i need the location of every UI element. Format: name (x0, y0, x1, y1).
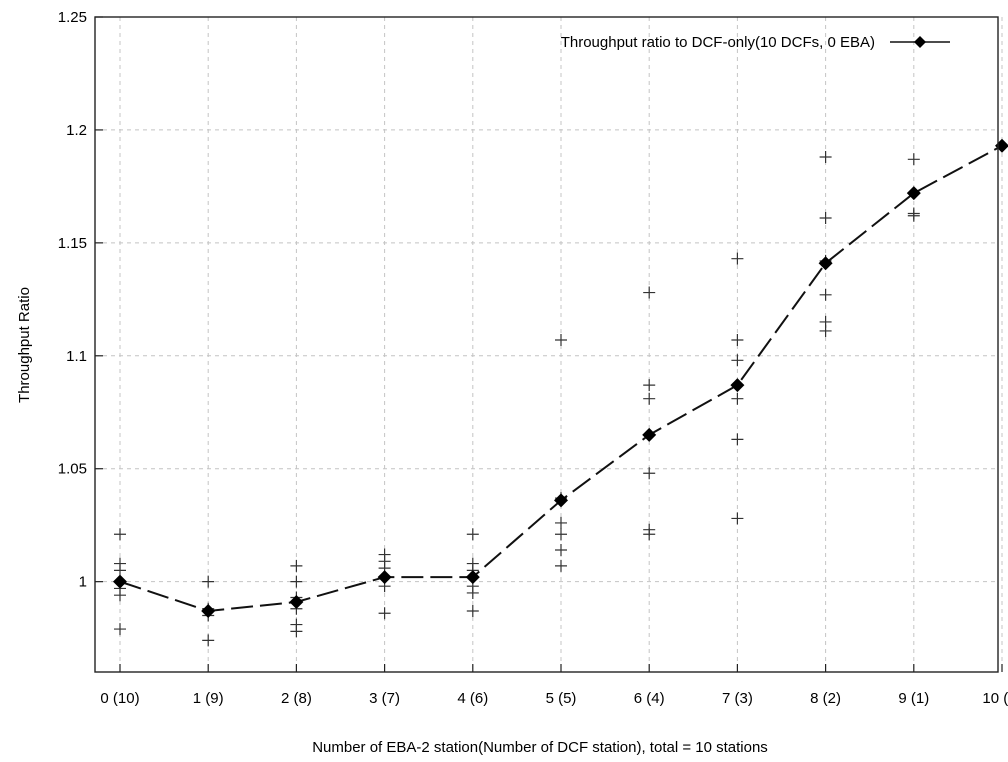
plot-frame (94, 16, 999, 673)
sample-point (555, 528, 567, 541)
sample-point (643, 379, 656, 392)
sample-point (907, 209, 920, 222)
sample-point (731, 333, 744, 346)
series-point (554, 493, 568, 508)
sample-point (466, 586, 479, 599)
sample-point (907, 153, 920, 166)
x-tick-labels: 0 (10) 1 (9) 2 (8) 3 (7) 4 (6) 5 (5) 6 (4) 7 (3… (100, 664, 1008, 707)
sample-point (555, 544, 567, 557)
sample-point (114, 623, 126, 636)
series-point (906, 186, 921, 201)
y-tick-label: 1.15 (58, 235, 87, 252)
sample-point (555, 333, 567, 346)
y-tick-label: 1 (79, 574, 87, 591)
series-point (377, 570, 392, 585)
sample-point (114, 564, 126, 577)
sample-point (555, 516, 567, 529)
sample-point (731, 252, 744, 265)
y-tick-label: 1.25 (58, 9, 87, 26)
sample-point (555, 559, 567, 572)
sample-point (114, 528, 126, 541)
sample-point (819, 151, 832, 164)
grid-lines (95, 16, 1003, 672)
series-point (818, 256, 833, 271)
sample-point (202, 575, 215, 588)
series-point (995, 138, 1008, 153)
sample-point (731, 433, 744, 446)
series-point (730, 378, 745, 393)
x-tick-label: 0 (10) (100, 690, 139, 707)
sample-point (819, 288, 832, 301)
x-tick-label: 3 (7) (369, 690, 400, 707)
sample-point (290, 575, 303, 588)
sample-point (643, 528, 656, 541)
sample-point (202, 634, 215, 647)
series-point (289, 594, 304, 609)
sample-point (290, 559, 303, 572)
sample-point (466, 528, 479, 541)
sample-point (643, 286, 656, 299)
x-axis-label: Number of EBA-2 station(Number of DCF st… (312, 739, 768, 756)
sample-point (731, 354, 744, 367)
y-tick-label: 1.2 (66, 122, 87, 139)
sample-point (819, 212, 832, 225)
legend-label: Throughput ratio to DCF-only(10 DCFs, 0 … (561, 34, 875, 51)
y-tick-labels: 1 1.05 1.1 1.15 1.2 1.25 (58, 9, 103, 591)
series-point (642, 427, 657, 442)
x-tick-label: 7 (3) (722, 690, 753, 707)
x-tick-label: 8 (2) (810, 690, 841, 707)
series-point (113, 574, 127, 589)
x-tick-label: 6 (4) (634, 690, 665, 707)
sample-point (731, 392, 744, 405)
x-tick-label: 1 (9) (193, 690, 224, 707)
x-tick-label: 4 (6) (457, 690, 488, 707)
x-tick-label: 9 (1) (898, 690, 929, 707)
sample-point (378, 607, 391, 620)
x-tick-label: 10 (0) (982, 690, 1008, 707)
y-tick-label: 1.05 (58, 461, 87, 478)
sample-point (643, 467, 656, 480)
sample-point (731, 512, 744, 525)
series-markers (113, 138, 1008, 619)
sample-point (114, 589, 126, 602)
series-point (465, 570, 480, 585)
sample-point (643, 392, 656, 405)
series-point (201, 604, 216, 619)
sample-points (114, 151, 920, 647)
sample-point (466, 605, 479, 618)
x-tick-label: 5 (5) (546, 690, 577, 707)
legend: Throughput ratio to DCF-only(10 DCFs, 0 … (561, 34, 950, 51)
sample-point (819, 324, 832, 337)
sample-point (290, 625, 303, 638)
y-axis-label: Throughput Ratio (16, 287, 33, 403)
y-tick-label: 1.1 (66, 348, 87, 365)
legend-diamond-icon (914, 36, 926, 48)
x-tick-label: 2 (8) (281, 690, 312, 707)
